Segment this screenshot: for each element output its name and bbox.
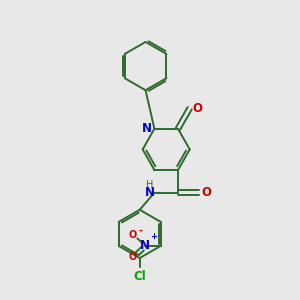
Text: +: + [151, 232, 158, 241]
Text: H: H [146, 180, 153, 190]
Text: O: O [129, 252, 137, 262]
Text: O: O [129, 230, 137, 240]
Text: O: O [202, 186, 212, 199]
Text: N: N [140, 239, 150, 253]
Text: -: - [138, 225, 142, 236]
Text: N: N [142, 122, 152, 135]
Text: N: N [144, 186, 154, 199]
Text: Cl: Cl [133, 270, 146, 284]
Text: O: O [193, 102, 203, 115]
